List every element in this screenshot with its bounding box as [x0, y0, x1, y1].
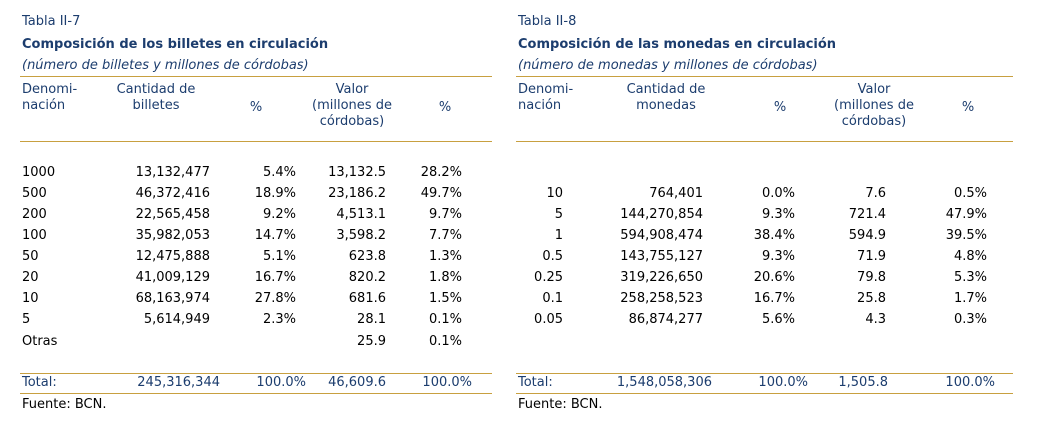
- table-billetes: Tabla II-7 Composición de los billetes e…: [20, 0, 492, 441]
- total-bottom-rule: [20, 393, 492, 394]
- table-row: Otras 25.9 0.1%: [22, 334, 462, 349]
- header-denominacion: Denomi-nación: [22, 82, 78, 113]
- table-row: 500 46,372,416 18.9% 23,186.2 49.7%: [22, 186, 462, 201]
- header-bottom-rule: [20, 141, 492, 142]
- header-pct-cantidad: %: [773, 100, 787, 115]
- table-label: Tabla II-7: [22, 14, 81, 29]
- header-pct-valor: %: [438, 100, 452, 115]
- table-row: 0.5 143,755,127 9.3% 71.9 4.8%: [542, 249, 987, 264]
- table-row: 5 5,614,949 2.3% 28.1 0.1%: [22, 312, 462, 327]
- header-pct-cantidad: %: [249, 100, 263, 115]
- table-row: 1000 13,132,477 5.4% 13,132.5 28.2%: [22, 165, 462, 180]
- table-row: 0.1 258,258,523 16.7% 25.8 1.7%: [542, 291, 987, 306]
- header-valor: Valor (millones de córdobas): [312, 82, 392, 129]
- table-row: 0.05 86,874,277 5.6% 4.3 0.3%: [534, 312, 987, 327]
- table-row: 5 144,270,854 9.3% 721.4 47.9%: [554, 207, 987, 222]
- total-row: Total: 245,316,344 100.0% 46,609.6 100.0…: [22, 375, 472, 390]
- header-top-rule: [516, 76, 1013, 77]
- table-row: 20 41,009,129 16.7% 820.2 1.8%: [22, 270, 462, 285]
- table-row: 10 764,401 0.0% 7.6 0.5%: [546, 186, 987, 201]
- header-valor: Valor (millones de córdobas): [834, 82, 914, 129]
- table-subtitle: (número de monedas y millones de córdoba…: [518, 58, 818, 73]
- table-label: Tabla II-8: [518, 14, 577, 29]
- table-subtitle: (número de billetes y millones de córdob…: [22, 58, 309, 73]
- total-bottom-rule: [516, 393, 1013, 394]
- table-row: 1 594,908,474 38.4% 594.9 39.5%: [554, 228, 987, 243]
- table-row: 100 35,982,053 14.7% 3,598.2 7.7%: [22, 228, 462, 243]
- header-pct-valor: %: [961, 100, 975, 115]
- total-top-rule: [516, 373, 1013, 374]
- total-row: Total: 1,548,058,306 100.0% 1,505.8 100.…: [518, 375, 995, 390]
- source-note: Fuente: BCN.: [518, 397, 603, 412]
- table-monedas: Tabla II-8 Composición de las monedas en…: [516, 0, 1013, 441]
- header-cantidad: Cantidad de monedas: [626, 82, 706, 113]
- table-title: Composición de los billetes en circulaci…: [22, 37, 329, 52]
- table-title: Composición de las monedas en circulació…: [518, 37, 837, 52]
- total-top-rule: [20, 373, 492, 374]
- table-row: 10 68,163,974 27.8% 681.6 1.5%: [22, 291, 462, 306]
- source-note: Fuente: BCN.: [22, 397, 107, 412]
- header-bottom-rule: [516, 141, 1013, 142]
- header-cantidad: Cantidad de billetes: [116, 82, 196, 113]
- header-top-rule: [20, 76, 492, 77]
- header-denominacion: Denomi-nación: [518, 82, 574, 113]
- table-row: 0.25 319,226,650 20.6% 79.8 5.3%: [534, 270, 987, 285]
- table-row: 200 22,565,458 9.2% 4,513.1 9.7%: [22, 207, 462, 222]
- table-row: 50 12,475,888 5.1% 623.8 1.3%: [22, 249, 462, 264]
